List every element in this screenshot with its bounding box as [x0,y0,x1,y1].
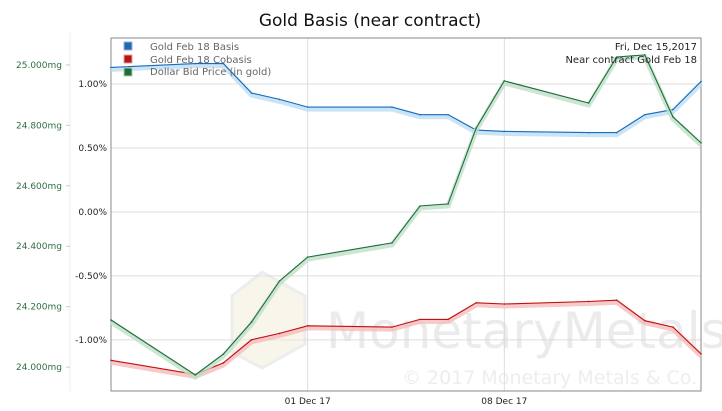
data-point [250,92,253,94]
data-point [587,131,590,134]
data-point [503,130,506,133]
series-shadow [110,63,703,138]
data-point [615,299,618,301]
watermark-logo-hexagon [230,270,307,370]
data-point [278,280,281,282]
data-point [222,362,225,364]
y-tick-label-percent: -1.00% [75,336,107,346]
y-tick-label-mg: 24.400mg [16,242,62,252]
data-point [222,62,225,65]
data-point [110,66,112,69]
legend-swatch-basis[interactable] [123,41,133,51]
data-point [419,113,421,116]
series-shadow [110,299,703,379]
y-tick-label-mg: 24.800mg [16,121,62,131]
data-point [700,80,702,83]
data-point [672,326,674,328]
x-tick-label: 08 Dec 17 [481,397,527,407]
legend-label-cobasis[interactable]: Gold Feb 18 Cobasis [150,55,252,66]
legend-label-basis[interactable]: Gold Feb 18 Basis [150,42,239,53]
data-point [447,113,449,116]
data-point [447,203,449,205]
data-point [250,339,253,341]
data-point [391,106,393,108]
y-tick-label-mg: 25.000mg [16,61,62,71]
data-point [503,303,506,305]
legend: Gold Feb 18 Basis Gold Feb 18 Cobasis Do… [123,41,271,78]
data-point [278,332,281,335]
grid [111,38,701,391]
y-tick-label-percent: 0.50% [78,144,107,154]
data-point [391,242,393,244]
data-point [110,359,112,362]
annotation-contract: Near contract Gold Feb 18 [565,55,697,66]
data-point [672,116,674,118]
data-point [194,62,197,65]
series-line-2 [110,54,702,376]
data-point [250,321,253,323]
data-point [419,205,421,207]
data-point [278,98,281,101]
data-point [194,374,197,376]
series-line-1 [110,299,702,375]
y-tick-label-mg: 24.000mg [16,363,62,373]
series-line-0 [110,63,702,134]
axes: 1.00% 0.50% 0.00% -0.50% -1.00% 01 Dec 17 08 D… [16,33,702,407]
data-point [700,353,702,355]
x-tick-label: 01 Dec 17 [285,397,331,407]
data-point [700,142,702,144]
legend-swatch-dollar[interactable] [123,67,133,77]
data-point [419,318,421,321]
annotation-date: Fri, Dec 15,2017 [615,42,697,53]
y-tick-label-mg: 24.200mg [16,303,62,313]
data-point [306,324,309,327]
data-point [615,56,618,58]
data-point [644,113,646,116]
data-point [587,300,590,303]
data-point [306,106,309,108]
chart-title: Gold Basis (near contract) [259,11,481,31]
legend-label-dollar[interactable]: Dollar Bid Price (in gold) [150,67,271,78]
series-shadow [109,54,703,381]
data-point [587,102,590,104]
data-point [110,319,112,321]
y-tick-label-mg: 24.600mg [16,182,62,192]
y-tick-label-percent: -0.50% [75,272,107,282]
data-point [475,127,478,129]
plot-frame [110,37,702,392]
y-tick-label-percent: 1.00% [78,80,107,90]
data-point [615,131,618,134]
y-tick-label-percent: 0.00% [78,208,107,218]
data-point [391,326,393,328]
data-point [306,256,309,258]
data-point [475,301,478,304]
data-point [672,108,674,111]
legend-swatch-cobasis[interactable] [123,54,133,64]
data-point [644,319,646,322]
series-lines [109,54,703,381]
watermark-copyright: © 2017 Monetary Metals & Co. [402,367,697,389]
data-point [503,80,506,82]
data-point [222,353,225,355]
data-point [644,54,646,56]
data-point [447,318,449,321]
